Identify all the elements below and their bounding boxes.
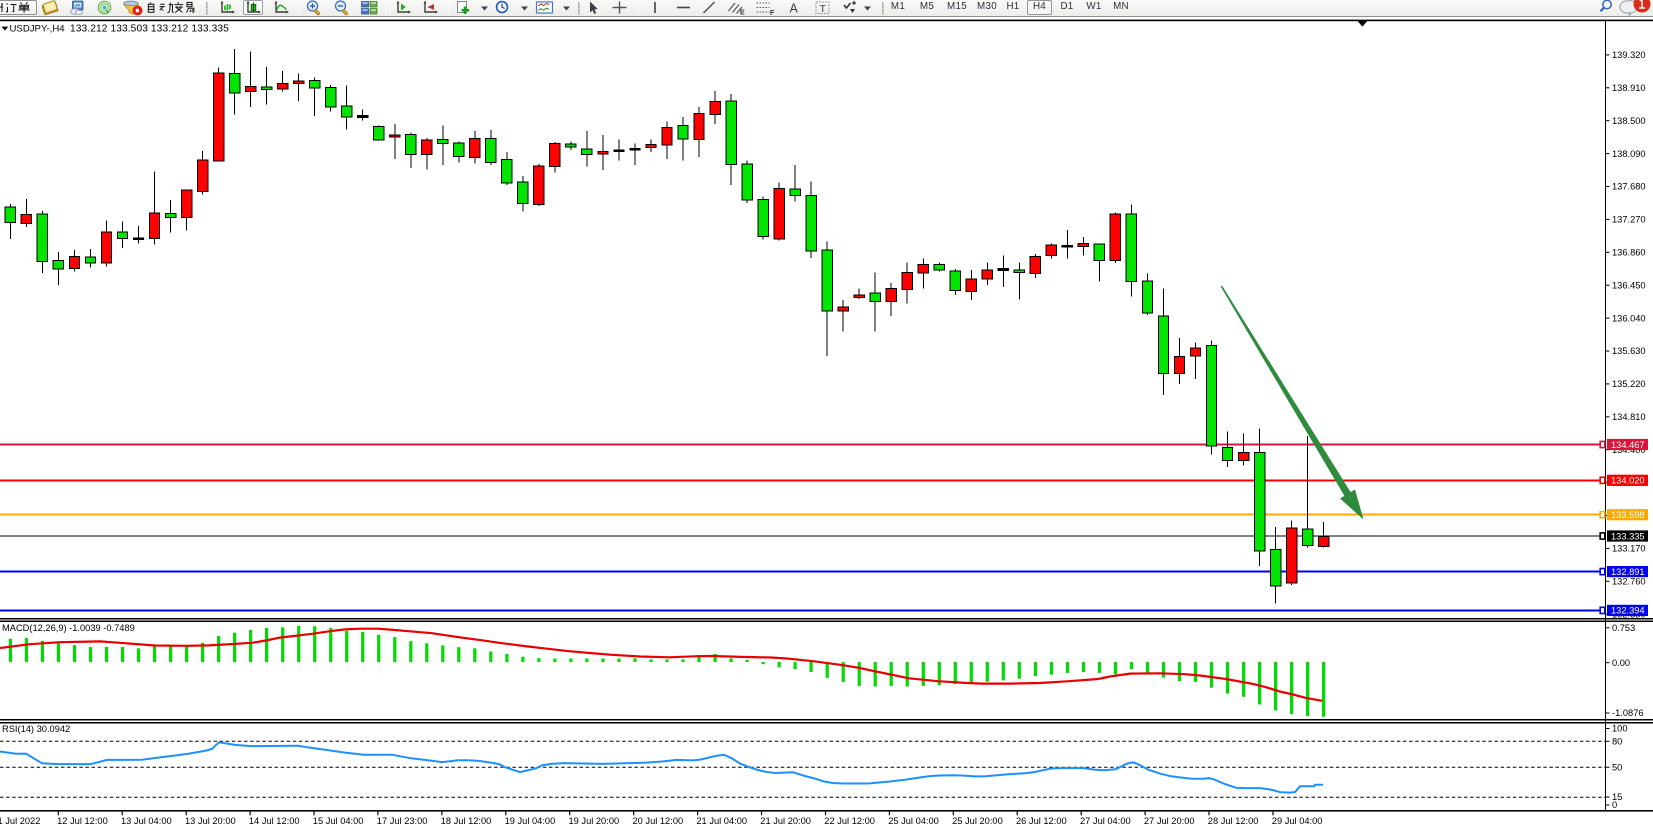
svg-text:RSI(14) 30.0942: RSI(14) 30.0942	[2, 724, 70, 734]
svg-text:136.040: 136.040	[1612, 313, 1646, 323]
svg-text:25 Jul 20:00: 25 Jul 20:00	[952, 816, 1003, 826]
svg-text:138.090: 138.090	[1612, 149, 1646, 159]
svg-text:USDJPY-,H4: USDJPY-,H4	[10, 24, 66, 35]
svg-text:134.810: 134.810	[1612, 412, 1646, 422]
svg-text:0.753: 0.753	[1612, 623, 1635, 633]
svg-text:133.170: 133.170	[1612, 544, 1646, 554]
svg-text:14 Jul 12:00: 14 Jul 12:00	[249, 816, 300, 826]
svg-text:E: E	[740, 10, 745, 17]
svg-text:27 Jul 20:00: 27 Jul 20:00	[1144, 816, 1195, 826]
svg-text:13 Jul 04:00: 13 Jul 04:00	[121, 816, 172, 826]
svg-text:T: T	[820, 3, 827, 15]
svg-text:15: 15	[1612, 792, 1622, 802]
svg-text:1 Jul 2022: 1 Jul 2022	[0, 816, 40, 826]
svg-text:MACD(12,26,9) -1.0039 -0.7489: MACD(12,26,9) -1.0039 -0.7489	[2, 623, 135, 633]
svg-text:139.320: 139.320	[1612, 50, 1646, 60]
svg-text:27 Jul 04:00: 27 Jul 04:00	[1080, 816, 1131, 826]
svg-text:28 Jul 12:00: 28 Jul 12:00	[1208, 816, 1259, 826]
svg-text:20 Jul 12:00: 20 Jul 12:00	[633, 816, 684, 826]
svg-text:17 Jul 23:00: 17 Jul 23:00	[377, 816, 428, 826]
svg-text:132.891: 132.891	[1611, 567, 1645, 577]
svg-text:19 Jul 20:00: 19 Jul 20:00	[569, 816, 620, 826]
svg-text:0: 0	[1612, 800, 1617, 810]
svg-text:137.680: 137.680	[1612, 182, 1646, 192]
svg-text:135.630: 135.630	[1612, 346, 1646, 356]
svg-text:0.00: 0.00	[1612, 658, 1630, 668]
svg-text:132.394: 132.394	[1611, 606, 1645, 616]
svg-text:135.220: 135.220	[1612, 379, 1646, 389]
svg-text:21 Jul 20:00: 21 Jul 20:00	[760, 816, 811, 826]
svg-text:138.500: 138.500	[1612, 116, 1646, 126]
svg-text:21 Jul 04:00: 21 Jul 04:00	[696, 816, 747, 826]
svg-text:29 Jul 04:00: 29 Jul 04:00	[1272, 816, 1323, 826]
svg-text:15 Jul 04:00: 15 Jul 04:00	[313, 816, 364, 826]
svg-text:26 Jul 12:00: 26 Jul 12:00	[1016, 816, 1067, 826]
svg-text:12 Jul 12:00: 12 Jul 12:00	[57, 816, 108, 826]
svg-text:136.860: 136.860	[1612, 248, 1646, 258]
svg-text:138.910: 138.910	[1612, 83, 1646, 93]
svg-text:19 Jul 04:00: 19 Jul 04:00	[505, 816, 556, 826]
svg-text:137.270: 137.270	[1612, 215, 1646, 225]
svg-text:132.760: 132.760	[1612, 577, 1646, 587]
svg-text:133.212 133.503 133.212 133.33: 133.212 133.503 133.212 133.335	[70, 24, 229, 35]
svg-text:100: 100	[1612, 724, 1628, 734]
svg-text:25 Jul 04:00: 25 Jul 04:00	[888, 816, 939, 826]
svg-text:133.335: 133.335	[1611, 531, 1645, 541]
svg-text:80: 80	[1612, 737, 1622, 747]
svg-text:22 Jul 12:00: 22 Jul 12:00	[824, 816, 875, 826]
svg-text:F: F	[770, 10, 775, 16]
svg-text:18 Jul 12:00: 18 Jul 12:00	[441, 816, 492, 826]
svg-text:134.467: 134.467	[1611, 440, 1645, 450]
svg-text:133.598: 133.598	[1611, 510, 1645, 520]
svg-text:50: 50	[1612, 762, 1622, 772]
svg-text:136.450: 136.450	[1612, 280, 1646, 290]
svg-text:13 Jul 20:00: 13 Jul 20:00	[185, 816, 236, 826]
svg-text:A: A	[790, 2, 799, 16]
svg-text:-1.0876: -1.0876	[1612, 708, 1644, 718]
svg-text:134.020: 134.020	[1611, 476, 1645, 486]
